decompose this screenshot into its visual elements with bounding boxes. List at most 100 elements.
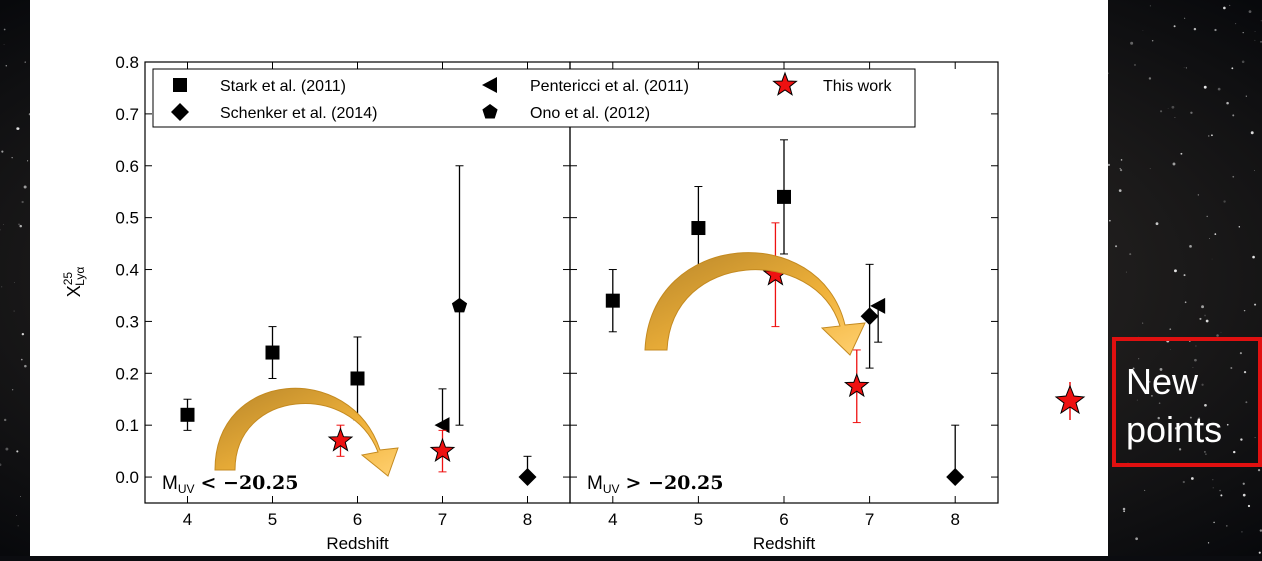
star-dot [1204, 314, 1206, 317]
marker-square [605, 293, 620, 308]
star-dot [1193, 27, 1197, 31]
star-dot [1259, 529, 1262, 532]
panel-label-part: < −20.25 [201, 472, 299, 494]
marker-star [429, 437, 456, 462]
star-dot [1199, 317, 1202, 320]
marker-star [327, 427, 354, 452]
star-dot [1257, 469, 1261, 472]
star-dot [1250, 131, 1254, 135]
legend-label: Ono et al. (2012) [530, 105, 650, 122]
star-dot [1194, 377, 1196, 379]
star-dot [11, 156, 13, 159]
x-tick-label: 6 [353, 510, 362, 529]
star-dot [1198, 417, 1200, 419]
marker-triangle [434, 417, 450, 434]
star-dot [27, 160, 29, 162]
star-dot [3, 44, 5, 46]
y-axis-label: X25Lyα [61, 267, 87, 298]
y-tick-label: 0.5 [115, 209, 139, 228]
x-tick-label: 7 [438, 510, 447, 529]
x-axis-label: Redshift [326, 534, 389, 553]
star-dot [3, 28, 6, 31]
star-dot [1243, 309, 1246, 312]
star-dot [1211, 258, 1213, 260]
star-dot [1184, 301, 1187, 304]
star-dot [19, 224, 22, 228]
star-dot [1185, 67, 1187, 69]
star-dot [1209, 238, 1210, 240]
star-dot [1204, 451, 1206, 453]
star-dot [1160, 110, 1163, 113]
star-dot [1220, 494, 1223, 497]
star-dot [1136, 399, 1138, 401]
star-dot [1258, 551, 1261, 554]
marker-square [180, 407, 195, 422]
star-dot [1159, 368, 1163, 371]
star-dot [1233, 450, 1236, 454]
star-dot [1241, 531, 1243, 533]
marker-square [777, 189, 791, 204]
star-dot [1184, 17, 1186, 19]
x-tick-label: 7 [865, 510, 874, 529]
star-dot [1214, 233, 1217, 235]
star-dot [1142, 322, 1144, 324]
x-tick-label: 5 [268, 510, 277, 529]
star-dot [1212, 479, 1214, 481]
marker-diamond [946, 468, 965, 487]
y-axis-label-part: Lyα [73, 267, 87, 286]
y-axis-label-part: X [64, 285, 84, 297]
star-dot [1133, 63, 1137, 67]
star-dot [1144, 389, 1147, 393]
star-dot [1230, 366, 1233, 369]
callout-text: New [1126, 361, 1199, 402]
star-dot [1132, 367, 1135, 370]
star-dot [1119, 167, 1121, 170]
marker-diamond [860, 307, 879, 326]
star-dot [1201, 383, 1204, 386]
star-dot [5, 65, 7, 67]
star-dot [1226, 101, 1229, 105]
panel-label-part: > −20.25 [626, 472, 724, 494]
panel-label-part: UV [603, 482, 620, 496]
star-dot [1205, 319, 1209, 323]
marker-triangle [482, 77, 497, 93]
x-axis-label: Redshift [753, 534, 816, 553]
star-dot [16, 127, 20, 131]
star-dot [1138, 358, 1140, 360]
star-dot [1254, 39, 1256, 41]
legend-label: This work [823, 78, 892, 95]
star-dot [20, 358, 23, 361]
star-dot [1217, 87, 1221, 91]
marker-pentagon [482, 104, 498, 119]
star-dot [1135, 537, 1138, 541]
star-dot [13, 310, 15, 312]
star-dot [1189, 416, 1192, 419]
star-dot [1242, 482, 1245, 485]
star-dot [1245, 401, 1248, 404]
panel-label-part: M [587, 473, 603, 494]
star-dot [1204, 403, 1207, 407]
star-dot [1205, 453, 1207, 455]
y-tick-label: 0.6 [115, 157, 139, 176]
x-tick-label: 8 [950, 510, 959, 529]
y-tick-label: 0.4 [115, 261, 139, 280]
y-tick-label: 0.8 [115, 53, 139, 72]
panel-label: MUV > −20.25 [587, 472, 723, 496]
star-dot [1208, 135, 1210, 137]
star-dot [1174, 427, 1178, 430]
star-dot [1245, 95, 1247, 97]
y-tick-label: 0.2 [115, 364, 139, 383]
star-dot [1211, 134, 1213, 137]
star-dot [1151, 39, 1154, 42]
marker-star [772, 71, 798, 96]
legend-label: Stark et al. (2011) [220, 78, 346, 95]
star-dot [1260, 20, 1262, 22]
star-dot [1213, 521, 1215, 524]
y-tick-label: 0.0 [115, 468, 139, 487]
star-dot [1, 150, 4, 153]
star-dot [1223, 200, 1226, 203]
star-dot [1123, 510, 1126, 513]
star-dot [1169, 328, 1172, 330]
